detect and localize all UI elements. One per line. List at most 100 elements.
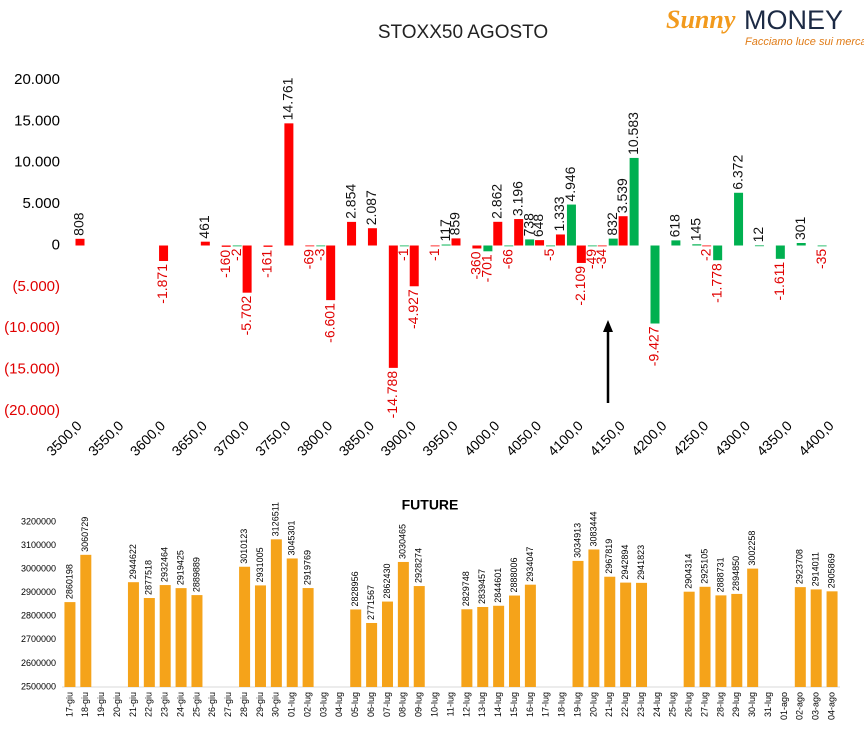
bar: [242, 245, 252, 293]
data-label: 2839457: [477, 569, 487, 604]
data-label: 2942894: [620, 545, 630, 580]
bar: [305, 245, 315, 247]
x-tick-label: 20-lug: [588, 692, 598, 717]
data-label: 2925105: [699, 549, 709, 584]
data-label: 2.862: [488, 184, 504, 219]
bar: [367, 228, 377, 246]
x-tick-label: 3950,0: [419, 417, 461, 459]
bar: [747, 568, 759, 687]
x-tick-label: 08-lug: [398, 692, 408, 717]
data-label: 1.333: [551, 196, 567, 231]
bar: [587, 245, 597, 247]
data-label: 2.854: [342, 184, 358, 219]
bar: [572, 560, 584, 687]
x-tick-label: 16-lug: [525, 692, 535, 717]
x-tick-label: 20-giu: [112, 692, 122, 717]
x-tick-label: 4100,0: [544, 417, 586, 459]
x-tick-label: 09-lug: [414, 692, 424, 717]
bar: [316, 245, 326, 247]
bar: [483, 245, 493, 252]
data-label: -160: [217, 250, 233, 278]
data-label: 145: [687, 218, 703, 242]
x-tick-label: 4400,0: [795, 417, 837, 459]
x-tick-label: 21-lug: [604, 692, 614, 717]
x-tick-label: 4250,0: [670, 417, 712, 459]
y-tick-label: 10.000: [14, 154, 60, 171]
data-label: 2844601: [493, 568, 503, 603]
data-label: 2919425: [175, 550, 185, 585]
data-label: 2877518: [144, 560, 154, 595]
bar: [650, 245, 660, 324]
data-label: 6.372: [729, 155, 745, 190]
bar: [493, 605, 505, 687]
y-tick-label: 3200000: [21, 516, 56, 526]
bar: [734, 192, 744, 246]
data-label: -1.778: [708, 263, 724, 303]
data-label: 2944622: [128, 544, 138, 579]
bar: [817, 245, 827, 247]
data-label: 808: [71, 212, 87, 236]
data-label: -701: [479, 254, 495, 282]
data-label: -1: [395, 248, 411, 261]
data-label: 2771567: [366, 585, 376, 620]
x-tick-label: 4000,0: [461, 417, 503, 459]
bar: [493, 221, 503, 246]
y-tick-label: 2500000: [21, 681, 56, 691]
bar: [232, 245, 242, 247]
data-label: -69: [300, 249, 316, 269]
data-label: 2967819: [604, 539, 614, 574]
data-label: 2914011: [811, 552, 821, 586]
data-label: -9.427: [646, 326, 662, 366]
data-label: 117: [437, 219, 453, 242]
data-label: 2.087: [363, 190, 379, 225]
bar: [683, 591, 695, 687]
x-tick-label: 04-ago: [826, 692, 836, 720]
y-tick-label: 2700000: [21, 634, 56, 644]
y-tick-label: 3100000: [21, 540, 56, 550]
bar: [692, 244, 702, 246]
data-label: -2: [697, 248, 713, 261]
bar: [524, 584, 536, 687]
y-tick-label: (5.000): [12, 278, 60, 295]
x-tick-label: 26-giu: [207, 692, 217, 717]
data-label: -4.927: [405, 289, 421, 329]
x-tick-label: 30-lug: [747, 692, 757, 717]
bar: [159, 245, 169, 261]
x-tick-label: 28-giu: [239, 692, 249, 717]
x-tick-label: 21-giu: [128, 692, 138, 717]
y-tick-label: (15.000): [4, 361, 60, 378]
data-label: 3045301: [287, 520, 297, 555]
data-label: 2941823: [636, 545, 646, 580]
x-tick-label: 4350,0: [753, 417, 795, 459]
data-label: 10.583: [625, 112, 641, 155]
x-tick-label: 24-giu: [175, 692, 185, 717]
bar: [200, 241, 210, 246]
bar: [671, 240, 681, 246]
bar: [555, 234, 565, 246]
y-tick-label: 5.000: [22, 195, 60, 212]
x-tick-label: 3750,0: [252, 417, 294, 459]
x-tick-label: 3600,0: [127, 417, 169, 459]
data-label: 2828956: [350, 571, 360, 606]
bar: [399, 245, 409, 247]
data-label: 3002258: [747, 531, 757, 566]
bar: [699, 586, 711, 687]
data-label: 2894850: [731, 556, 741, 591]
bar: [509, 595, 521, 687]
data-label: 14.761: [280, 77, 296, 120]
data-label: -161: [259, 250, 275, 278]
data-label: 3060729: [80, 517, 90, 552]
data-label: -6.601: [321, 303, 337, 343]
data-label: 2923708: [795, 549, 805, 584]
data-label: 2860198: [64, 564, 74, 599]
data-label: -34: [593, 249, 609, 269]
bar: [796, 243, 806, 246]
data-label: 12: [750, 227, 766, 243]
data-label: 461: [196, 215, 212, 239]
bar: [472, 245, 482, 249]
bar: [80, 554, 92, 687]
x-tick-label: 02-ago: [795, 692, 805, 720]
data-label: 648: [530, 214, 546, 238]
bar: [127, 582, 139, 687]
